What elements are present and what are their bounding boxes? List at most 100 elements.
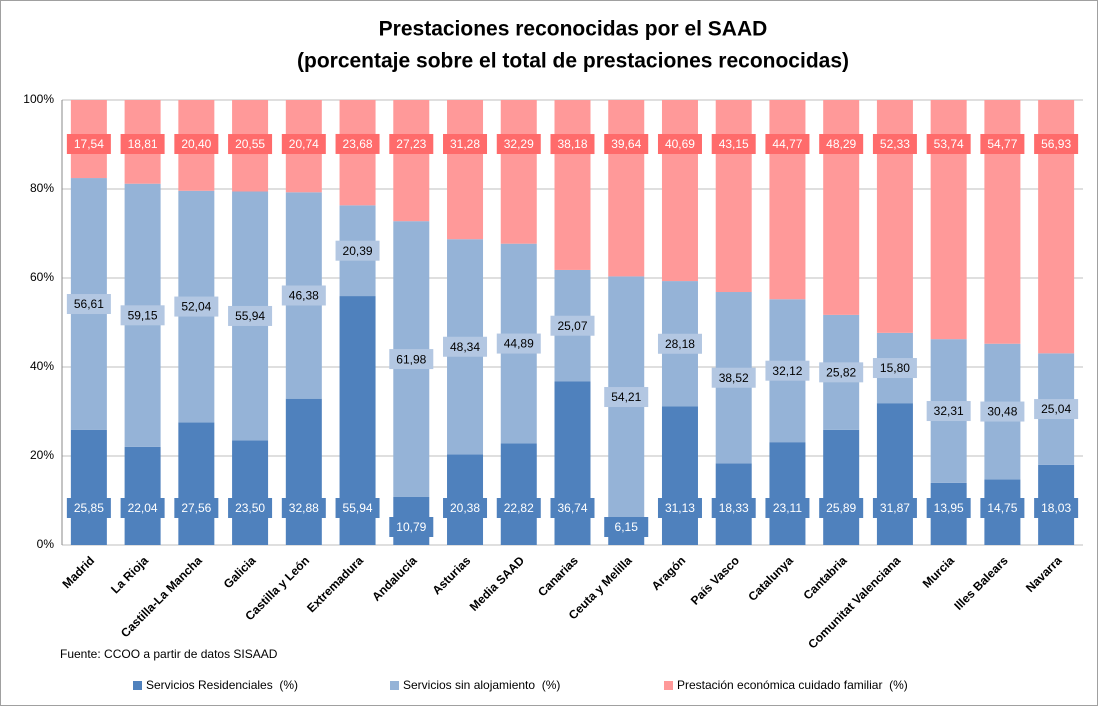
- data-label: 31,87: [880, 501, 910, 515]
- data-label-bg: [604, 387, 649, 408]
- data-label-bg: [711, 134, 756, 154]
- data-label: 15,80: [880, 361, 910, 375]
- bar-segment: [661, 406, 698, 545]
- data-label: 44,89: [504, 337, 534, 351]
- data-label-bg: [711, 498, 756, 518]
- data-label: 23,50: [235, 501, 265, 515]
- data-label: 27,56: [181, 501, 211, 515]
- data-label-bg: [926, 401, 971, 422]
- data-label-bg: [550, 134, 595, 155]
- bar-segment: [70, 429, 107, 545]
- data-label: 54,21: [611, 390, 641, 404]
- data-label-bg: [980, 401, 1025, 422]
- data-label: 39,64: [611, 137, 641, 151]
- data-label: 17,54: [74, 137, 104, 151]
- data-label-bg: [281, 498, 326, 518]
- data-label: 55,94: [235, 309, 265, 323]
- data-label: 31,28: [450, 137, 480, 151]
- data-label: 40,69: [665, 137, 695, 151]
- chart-subtitle: (porcentaje sobre el total de prestacion…: [297, 50, 849, 73]
- source-note: Fuente: CCOO a partir de datos SISAAD: [60, 647, 278, 661]
- data-label: 32,31: [934, 404, 964, 418]
- y-tick-label: 100%: [23, 92, 54, 106]
- data-label-bg: [389, 349, 434, 370]
- data-label-bg: [980, 134, 1025, 154]
- data-label: 32,12: [772, 364, 802, 378]
- data-label-bg: [174, 296, 219, 317]
- data-label: 25,89: [826, 501, 856, 515]
- data-label-bg: [120, 134, 165, 154]
- data-label-bg: [872, 134, 917, 154]
- bar-segment: [124, 446, 161, 545]
- data-label-bg: [604, 134, 649, 154]
- data-label: 20,39: [343, 244, 373, 258]
- y-tick-label: 40%: [30, 359, 54, 373]
- data-label-bg: [711, 367, 756, 388]
- legend-label: Servicios Residenciales (%): [146, 678, 298, 692]
- data-label: 30,48: [987, 405, 1017, 419]
- data-label: 61,98: [396, 352, 426, 366]
- bar-segment: [554, 381, 591, 545]
- data-label-bg: [1034, 399, 1079, 420]
- legend-swatch: [664, 681, 673, 690]
- data-label-bg: [819, 362, 864, 383]
- data-label-bg: [443, 336, 488, 357]
- data-label: 25,85: [74, 501, 104, 515]
- data-label-bg: [765, 360, 810, 381]
- data-label: 46,38: [289, 289, 319, 303]
- data-label-bg: [335, 240, 380, 261]
- bar-segment: [232, 440, 269, 545]
- data-label-bg: [872, 498, 917, 518]
- y-tick-label: 60%: [30, 270, 54, 284]
- data-label: 38,18: [557, 137, 587, 151]
- data-label-bg: [228, 305, 273, 326]
- data-label-bg: [174, 134, 219, 154]
- data-label-bg: [281, 285, 326, 306]
- data-label: 25,07: [557, 319, 587, 333]
- data-label-bg: [496, 134, 541, 154]
- data-label-bg: [389, 134, 434, 154]
- chart-title: Prestaciones reconocidas por el SAAD: [379, 18, 768, 41]
- data-label-bg: [281, 134, 326, 154]
- data-label: 20,74: [289, 137, 319, 151]
- data-label-bg: [819, 498, 864, 518]
- data-label-bg: [657, 333, 702, 354]
- data-label: 20,55: [235, 137, 265, 151]
- data-label: 59,15: [128, 308, 158, 322]
- data-label-bg: [765, 498, 810, 518]
- bar-segment: [178, 422, 215, 545]
- data-label-bg: [335, 498, 380, 518]
- bar-segment: [715, 100, 752, 293]
- bar-segment: [500, 443, 537, 545]
- data-label: 44,77: [772, 137, 802, 151]
- data-label: 48,34: [450, 340, 480, 354]
- bar-segment: [769, 442, 806, 545]
- data-label: 18,33: [719, 501, 749, 515]
- legend-swatch: [133, 681, 142, 690]
- y-tick-label: 0%: [37, 537, 55, 551]
- bar-segment: [285, 398, 322, 545]
- data-label: 32,29: [504, 137, 534, 151]
- data-label: 23,68: [343, 137, 373, 151]
- data-label: 52,04: [181, 300, 211, 314]
- data-label: 20,40: [181, 137, 211, 151]
- data-label-bg: [120, 305, 165, 326]
- data-label: 48,29: [826, 137, 856, 151]
- data-label: 18,03: [1041, 501, 1071, 515]
- data-label: 13,95: [934, 501, 964, 515]
- data-label-bg: [66, 498, 111, 518]
- data-label: 31,13: [665, 501, 695, 515]
- data-label-bg: [496, 333, 541, 354]
- data-label-bg: [335, 133, 380, 154]
- bar-segment: [661, 100, 698, 282]
- data-label-bg: [496, 498, 541, 518]
- legend-swatch: [390, 681, 399, 690]
- data-label: 38,52: [719, 371, 749, 385]
- data-label-bg: [228, 134, 273, 155]
- data-label-bg: [926, 134, 971, 154]
- data-label-bg: [657, 134, 702, 154]
- data-label: 56,61: [74, 297, 104, 311]
- data-label: 56,93: [1041, 137, 1071, 151]
- data-label-bg: [389, 517, 434, 537]
